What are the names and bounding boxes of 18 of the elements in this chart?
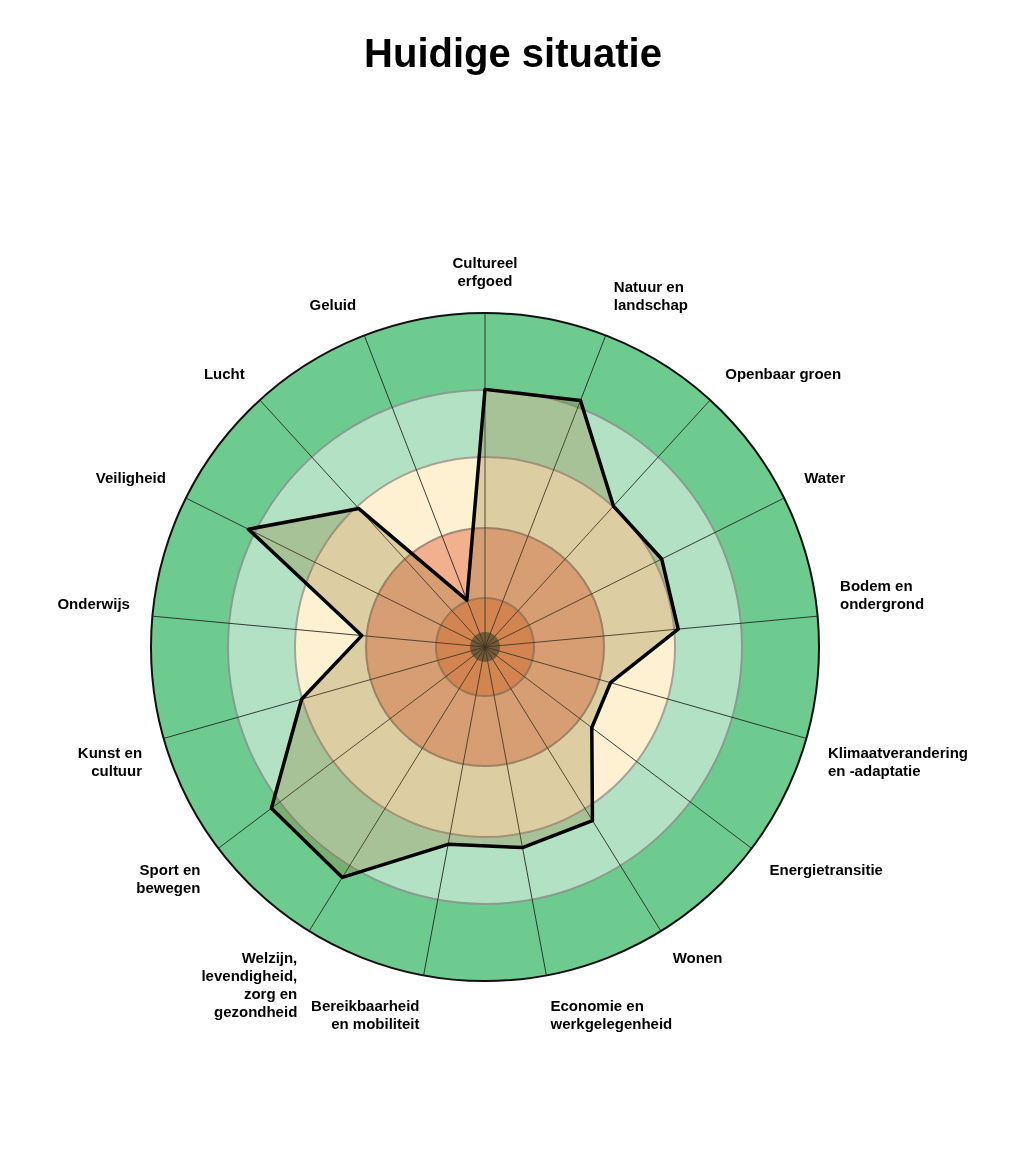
spoke-label: Economie en werkgelegenheid xyxy=(549,996,673,1032)
spoke-label: Water xyxy=(804,469,846,487)
spoke-label: Onderwijs xyxy=(57,595,130,613)
spoke-label: Geluid xyxy=(309,295,357,313)
spoke-label: Wonen xyxy=(672,949,723,967)
spoke-label: Openbaar groen xyxy=(725,364,842,382)
spoke-label: Natuur en landschap xyxy=(613,277,688,313)
spoke-label: Klimaatverandering en -adaptatie xyxy=(827,743,968,779)
spoke-label: Sport en bewegen xyxy=(136,861,201,897)
spoke-label: Cultureel erfgoed xyxy=(452,253,518,289)
spoke-label: Welzijn, levendigheid, zorg en gezondheid xyxy=(201,949,298,1021)
spoke-label: Bodem en ondergrond xyxy=(840,577,925,613)
spoke-label: Kunst en cultuur xyxy=(77,743,143,779)
spoke-label: Energietransitie xyxy=(769,861,883,879)
spoke-label: Bereikbaarheid en mobiliteit xyxy=(311,996,420,1032)
spoke-label: Veiligheid xyxy=(95,469,166,487)
chart-title: Huidige situatie xyxy=(364,31,662,76)
spoke-label: Lucht xyxy=(203,364,245,382)
